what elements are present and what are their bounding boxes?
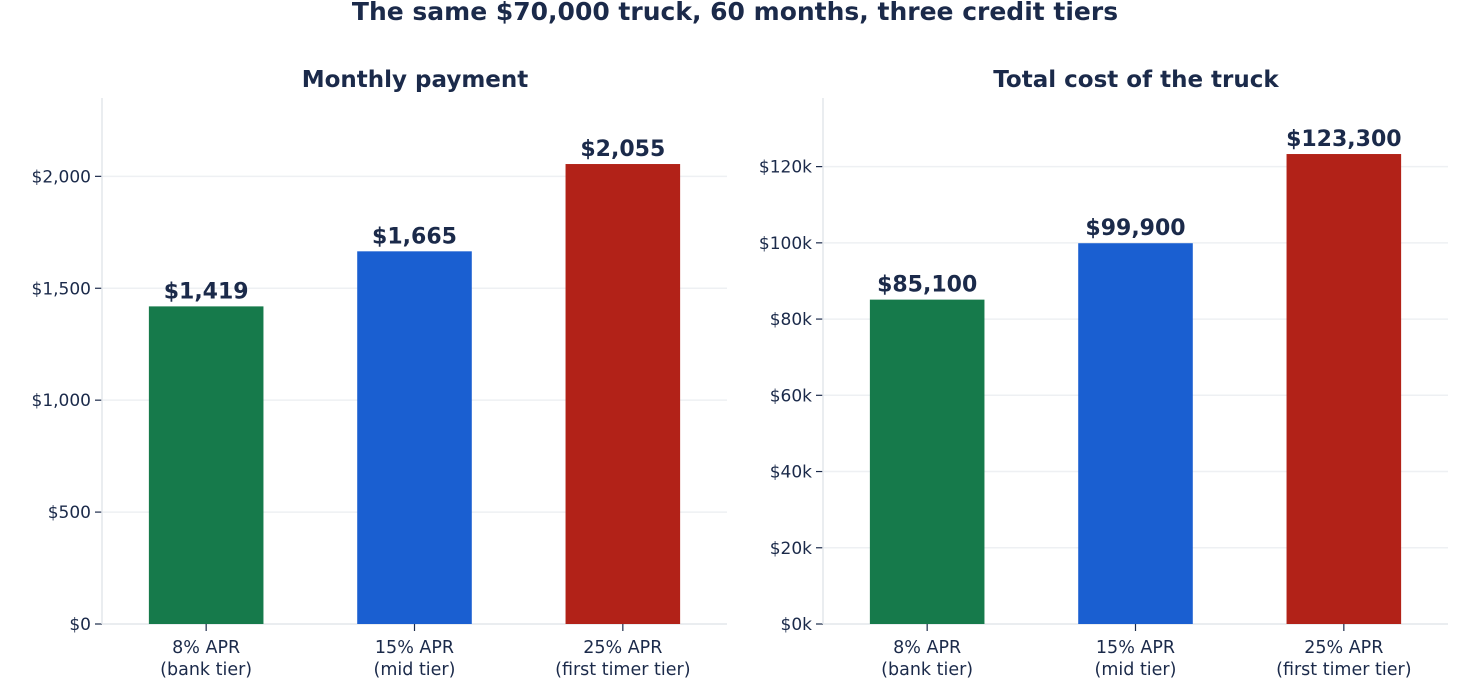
- panel-2-category-label: (first timer tier): [1276, 660, 1411, 680]
- panel-2-data-label: $85,100: [877, 273, 977, 298]
- panel-1-category-label: (mid tier): [374, 660, 456, 680]
- panel-2-category-label: (mid tier): [1095, 660, 1177, 680]
- panel-1-ytick-label: $1,000: [32, 391, 91, 411]
- panel-2-bar: [869, 299, 985, 624]
- panel-1-category-label: (first timer tier): [555, 660, 690, 680]
- panel-1-category-label: (bank tier): [160, 660, 252, 680]
- panel-2-ytick-label: $120k: [759, 158, 812, 178]
- panel-1-ytick-label: $0: [69, 615, 91, 635]
- figure-title: The same $70,000 truck, 60 months, three…: [351, 0, 1119, 26]
- panel-2-category-label: 8% APR: [893, 638, 961, 658]
- panel-2-ytick-label: $0k: [781, 615, 813, 635]
- panel-2-title: Total cost of the truck: [993, 67, 1279, 93]
- panel-1-ytick-label: $1,500: [32, 279, 91, 299]
- panel-1-data-label: $2,055: [580, 137, 665, 162]
- panel-2-ytick-label: $100k: [759, 234, 812, 254]
- panel-1-data-label: $1,665: [372, 224, 457, 249]
- panel-2-category-label: (bank tier): [881, 660, 973, 680]
- panel-1-title: Monthly payment: [302, 67, 529, 93]
- panel-2-data-label: $99,900: [1085, 216, 1185, 241]
- panel-2-bar: [1078, 243, 1193, 624]
- panel-1-category-label: 25% APR: [583, 638, 662, 658]
- panel-2-ytick-label: $40k: [770, 463, 812, 483]
- panel-2-category-label: 15% APR: [1096, 638, 1175, 658]
- panel-2-bar: [1286, 154, 1402, 624]
- panel-1-bar: [148, 306, 264, 624]
- panel-2-ytick-label: $60k: [770, 386, 812, 406]
- panel-1-category-label: 8% APR: [172, 638, 240, 658]
- panel-2-category-label: 25% APR: [1304, 638, 1383, 658]
- panel-2-ytick-label: $80k: [770, 310, 812, 330]
- panel-2-data-label: $123,300: [1286, 127, 1402, 152]
- panel-1-data-label: $1,419: [164, 279, 249, 304]
- panel-1-ytick-label: $2,000: [32, 167, 91, 187]
- panel-1-bar: [357, 251, 472, 624]
- panel-1-category-label: 15% APR: [375, 638, 454, 658]
- panel-1-bar: [565, 164, 681, 624]
- panel-1-ytick-label: $500: [48, 503, 91, 523]
- panel-2-ytick-label: $20k: [770, 539, 812, 559]
